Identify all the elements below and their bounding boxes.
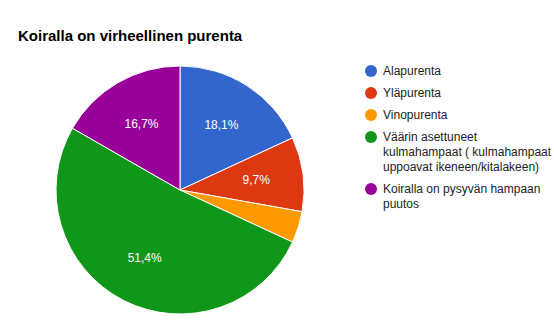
legend-swatch	[365, 109, 377, 121]
legend-swatch	[365, 87, 377, 99]
data-label: 18,1%	[204, 118, 238, 132]
legend-label: Koiralla on pysyvän hampaanpuutos	[383, 182, 540, 211]
legend-label-line: uppoavat ikeneen/kitalakeen)	[383, 160, 539, 174]
legend-label-line: Yläpurenta	[383, 86, 441, 100]
data-labels: 18,1% 9,7% 51,4% 16,7%	[124, 117, 270, 266]
pie	[56, 66, 304, 314]
title: Koiralla on virheellinen purenta	[18, 27, 243, 44]
pie-slice	[72, 66, 180, 190]
legend-label: Vinopurenta	[383, 108, 448, 122]
data-label: 16,7%	[124, 117, 158, 131]
data-label: 9,7%	[243, 173, 271, 187]
legend-label-line: Koiralla on pysyvän hampaan	[383, 182, 540, 196]
legend-label: Väärin asettuneetkulmahampaat ( kulmaham…	[383, 130, 552, 174]
legend-label: Yläpurenta	[383, 86, 441, 100]
legend-label-line: puutos	[383, 197, 419, 211]
legend-label-line: Vinopurenta	[383, 108, 448, 122]
legend: Alapurenta Yläpurenta Vinopurenta Väärin as…	[365, 64, 552, 211]
legend-label-line: Alapurenta	[383, 64, 441, 78]
chart: Koiralla on virheellinen purenta 18,1% 9,7…	[0, 0, 554, 326]
legend-swatch	[365, 65, 377, 77]
legend-label-line: kulmahampaat ( kulmahampaat	[383, 145, 552, 159]
legend-label: Alapurenta	[383, 64, 441, 78]
legend-label-line: Väärin asettuneet	[383, 130, 478, 144]
data-label: 51,4%	[128, 251, 162, 265]
legend-swatch	[365, 131, 377, 143]
legend-swatch	[365, 183, 377, 195]
